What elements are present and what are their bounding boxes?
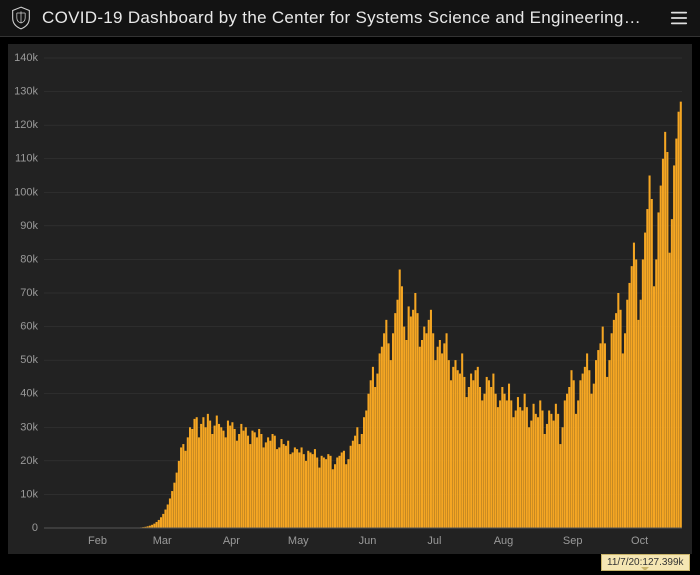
svg-text:140k: 140k — [14, 52, 38, 64]
dashboard-frame: COVID-19 Dashboard by the Center for Sys… — [0, 0, 700, 562]
svg-text:0: 0 — [32, 522, 38, 534]
chart-tooltip: 11/7/20:127.399k — [601, 554, 690, 571]
svg-text:60k: 60k — [20, 321, 38, 333]
svg-text:30k: 30k — [20, 421, 38, 433]
svg-text:Jul: Jul — [427, 535, 441, 547]
svg-text:Apr: Apr — [223, 535, 240, 547]
svg-text:20k: 20k — [20, 455, 38, 467]
svg-text:110k: 110k — [15, 153, 39, 165]
svg-text:Aug: Aug — [494, 535, 514, 547]
svg-text:80k: 80k — [20, 253, 38, 265]
svg-text:70k: 70k — [20, 287, 38, 299]
svg-text:100k: 100k — [14, 186, 38, 198]
top-bar: COVID-19 Dashboard by the Center for Sys… — [0, 0, 700, 37]
daily-cases-chart[interactable]: 0 10k 20k 30k 40k 50k 60k 70k 80k 90k 100k 110k 120k… — [8, 44, 692, 554]
svg-text:10k: 10k — [20, 488, 38, 500]
svg-text:May: May — [288, 535, 309, 547]
svg-text:Jun: Jun — [359, 535, 377, 547]
svg-text:50k: 50k — [20, 354, 38, 366]
shield-logo-icon — [10, 6, 32, 30]
svg-text:Oct: Oct — [631, 535, 648, 547]
svg-text:Feb: Feb — [88, 535, 107, 547]
svg-text:Mar: Mar — [153, 535, 172, 547]
svg-text:90k: 90k — [20, 220, 38, 232]
svg-text:40k: 40k — [20, 388, 38, 400]
svg-text:130k: 130k — [14, 86, 38, 98]
dashboard-title: COVID-19 Dashboard by the Center for Sys… — [42, 8, 668, 28]
hamburger-menu-icon[interactable] — [668, 7, 690, 29]
svg-text:Sep: Sep — [563, 535, 583, 547]
svg-text:120k: 120k — [14, 119, 38, 131]
